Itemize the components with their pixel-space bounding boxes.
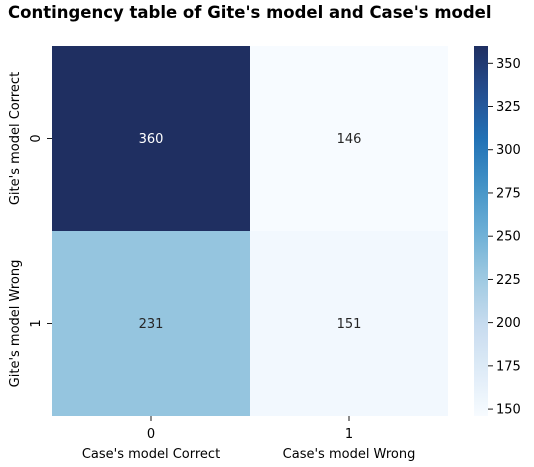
y-category-label-1: Gite's model Wrong bbox=[8, 260, 23, 388]
colorbar-tick-label-0: 150 bbox=[496, 403, 521, 418]
cell-value-r1-c0: 231 bbox=[139, 317, 164, 332]
colorbar-tick-label-8: 350 bbox=[496, 57, 521, 72]
cell-value-r0-c0: 360 bbox=[139, 132, 164, 147]
colorbar-tick-label-4: 250 bbox=[496, 230, 521, 245]
y-tick-label-1: 1 bbox=[29, 319, 44, 327]
colorbar-tick-label-2: 200 bbox=[496, 316, 521, 331]
colorbar-tick-label-3: 225 bbox=[496, 273, 521, 288]
y-tick-label-0: 0 bbox=[29, 134, 44, 142]
x-category-label-0: Case's model Correct bbox=[82, 447, 220, 462]
colorbar bbox=[474, 46, 488, 416]
x-tick-label-0: 0 bbox=[147, 427, 155, 442]
y-category-label-0: Gite's model Correct bbox=[8, 72, 23, 205]
colorbar-tick-label-6: 300 bbox=[496, 143, 521, 158]
heatmap-cell-r0-c0 bbox=[52, 46, 250, 231]
heatmap-cell-r1-c0 bbox=[52, 231, 250, 416]
chart-title: Contingency table of Gite's model and Ca… bbox=[8, 3, 492, 22]
colorbar-tick-label-7: 325 bbox=[496, 100, 521, 115]
x-tick-label-1: 1 bbox=[345, 427, 353, 442]
x-category-label-1: Case's model Wrong bbox=[283, 447, 416, 462]
colorbar-tick-label-1: 175 bbox=[496, 359, 521, 374]
heatmap-cell-r0-c1 bbox=[250, 46, 448, 231]
cell-value-r0-c1: 146 bbox=[337, 132, 362, 147]
cell-value-r1-c1: 151 bbox=[337, 317, 362, 332]
heatmap-cell-r1-c1 bbox=[250, 231, 448, 416]
colorbar-tick-label-5: 275 bbox=[496, 186, 521, 201]
